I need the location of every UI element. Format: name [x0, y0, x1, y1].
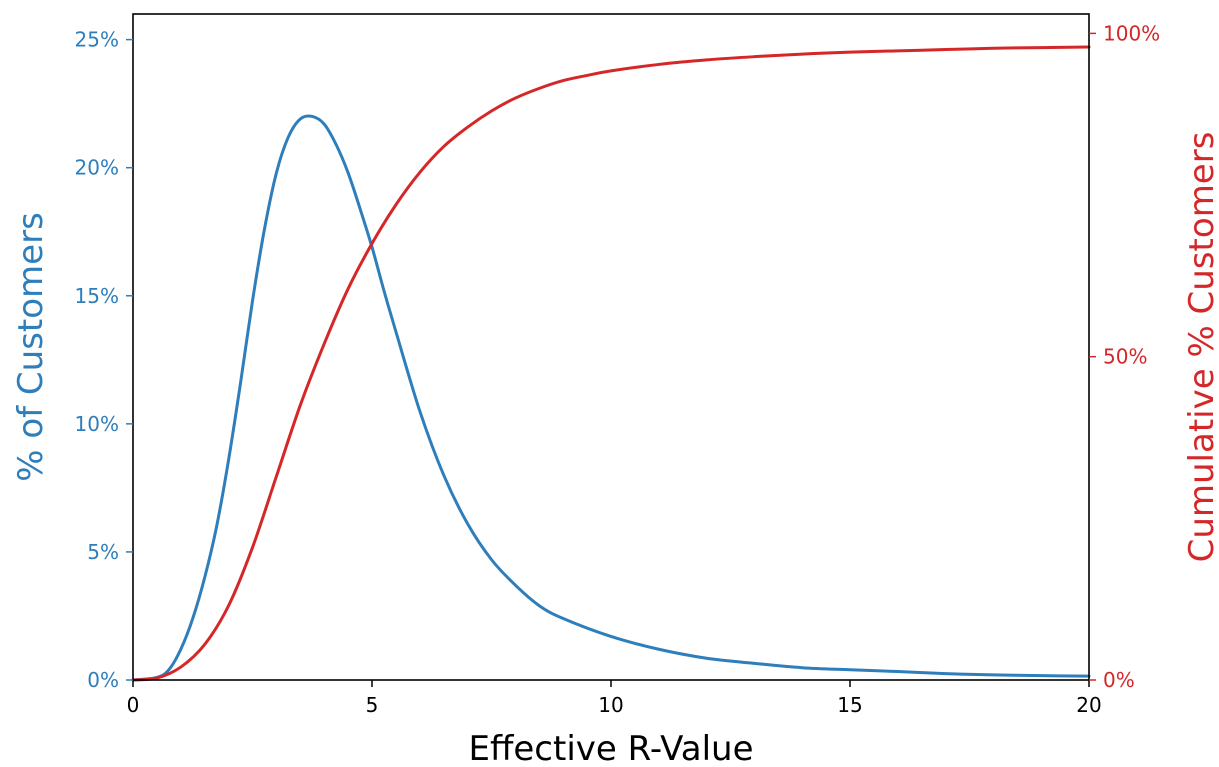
y-tick-label: 5% — [87, 540, 119, 564]
y2-tick-label: 100% — [1103, 21, 1160, 45]
series-layer — [131, 45, 1091, 682]
plot-frame — [132, 13, 1090, 681]
cumulative-series-line — [131, 45, 1091, 682]
y-tick-label: 0% — [87, 668, 119, 692]
y-tick-label: 10% — [75, 412, 119, 436]
y2-axis-title: Cumulative % Customers — [1182, 132, 1219, 563]
y2-tick-label: 0% — [1103, 668, 1135, 692]
y-axis-title: % of Customers — [11, 212, 51, 482]
x-tick-label: 10 — [598, 693, 623, 717]
y-tick-label: 25% — [75, 28, 119, 52]
y-tick-label: 15% — [75, 284, 119, 308]
y-tick-label: 20% — [75, 156, 119, 180]
x-tick-label: 5 — [366, 693, 379, 717]
y2-tick-label: 50% — [1103, 345, 1147, 369]
x-tick-label: 0 — [127, 693, 140, 717]
x-tick-label: 15 — [837, 693, 862, 717]
x-axis-title: Effective R-Value — [468, 729, 753, 767]
percent-series-line — [131, 114, 1091, 682]
ticks-layer: 0 5 10 15 200%5%10%15%20%25%0%50%100% — [75, 21, 1161, 717]
x-tick-label: 20 — [1076, 693, 1101, 717]
